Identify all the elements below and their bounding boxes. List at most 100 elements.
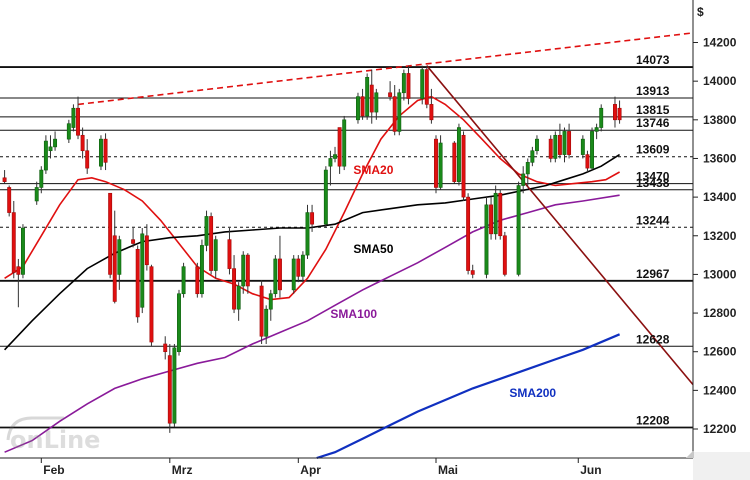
- level-label: 12628: [636, 332, 670, 346]
- candle-up: [525, 162, 530, 175]
- candle-down: [112, 235, 117, 302]
- candle-down: [470, 270, 475, 275]
- candle-down: [392, 96, 397, 132]
- candle-up: [39, 169, 44, 188]
- candle-up: [333, 154, 337, 159]
- x-tick-label: Feb: [43, 463, 64, 477]
- candle-up: [291, 258, 296, 291]
- scroll-arrow-icon[interactable]: [686, 450, 694, 458]
- candle-down: [195, 266, 200, 295]
- candle-down: [585, 154, 590, 169]
- candle-down: [424, 69, 429, 105]
- y-tick-label: 12600: [703, 345, 737, 359]
- candle-down: [567, 131, 572, 155]
- x-tick-label: Apr: [300, 463, 321, 477]
- currency-label: $: [697, 5, 704, 19]
- candle-up: [420, 69, 425, 99]
- candle-up: [273, 258, 278, 295]
- x-tick-label: Mrz: [172, 463, 193, 477]
- y-axis-ticks: 12200 12400 12600 12800 13000 13200 13400 13600…: [693, 36, 737, 436]
- level-label: 13470: [636, 170, 670, 184]
- x-axis-ticks: Feb Mrz Apr Mai Jun: [40, 458, 602, 477]
- candle-down: [360, 96, 365, 117]
- candle-up: [66, 123, 71, 140]
- candle-down: [429, 104, 434, 121]
- candle-down: [310, 212, 315, 225]
- candle-down: [434, 138, 438, 188]
- y-tick-label: 13200: [703, 229, 737, 243]
- candle-down: [16, 266, 21, 275]
- candle-down: [2, 177, 7, 182]
- level-label: 12967: [636, 267, 670, 281]
- candle-down: [617, 107, 622, 121]
- annotation-sma200: SMA200: [509, 386, 556, 400]
- candle-up: [553, 134, 558, 159]
- candle-up: [342, 119, 347, 167]
- candle-up: [328, 158, 333, 167]
- candle-up: [401, 73, 406, 94]
- candle-down: [296, 258, 301, 277]
- logo-swoosh-icon: [6, 416, 64, 441]
- candle-up: [562, 131, 567, 155]
- candle-up: [456, 127, 461, 182]
- candle-down: [227, 239, 232, 269]
- candle-up: [71, 107, 76, 128]
- candle-down: [144, 235, 149, 266]
- candle-down: [245, 254, 250, 287]
- candle-down: [80, 134, 85, 152]
- candle-down: [103, 138, 108, 163]
- candle-up: [48, 146, 53, 152]
- series-line-sma100: [4, 194, 620, 453]
- candle-down: [502, 235, 507, 275]
- y-tick-label: 13400: [703, 190, 737, 204]
- candle-up: [365, 76, 370, 117]
- candle-up: [535, 138, 539, 152]
- candle-up: [323, 169, 328, 225]
- candle-down: [76, 107, 80, 136]
- annotations: SMA20 SMA50 SMA100 SMA200: [330, 163, 556, 400]
- level-label: 13913: [636, 84, 670, 98]
- candle-up: [493, 192, 498, 235]
- candle-up: [264, 308, 269, 337]
- candle-up: [213, 239, 218, 271]
- candle-up: [268, 293, 273, 310]
- candle-down: [613, 104, 617, 121]
- y-tick-label: 14000: [703, 74, 737, 88]
- candle-down: [466, 196, 471, 271]
- y-tick-label: 13600: [703, 151, 737, 165]
- candle-up: [204, 216, 209, 246]
- candle-down: [135, 248, 140, 318]
- candle-up: [516, 185, 521, 275]
- level-label: 13438: [636, 176, 670, 190]
- candle-up: [484, 204, 489, 275]
- candle-up: [99, 138, 103, 167]
- y-tick-label: 12800: [703, 306, 737, 320]
- scrollbar-track[interactable]: [693, 452, 750, 480]
- candle-down: [85, 150, 90, 169]
- candle-down: [163, 343, 168, 353]
- candle-up: [356, 96, 360, 121]
- candle-down: [388, 92, 393, 97]
- candle-up: [53, 138, 58, 148]
- candle-down: [406, 73, 411, 99]
- candle-up: [20, 227, 25, 275]
- candle-down: [278, 258, 282, 291]
- y-tick-label: 13000: [703, 267, 737, 281]
- candle-up: [305, 212, 310, 256]
- annotation-sma100: SMA100: [330, 307, 377, 321]
- candle-up: [397, 92, 402, 132]
- level-label: 12208: [636, 413, 670, 427]
- candle-down: [209, 216, 214, 271]
- y-tick-label: 14200: [703, 36, 737, 50]
- candle-up: [117, 239, 122, 275]
- candle-up: [177, 293, 181, 353]
- candle-up: [580, 138, 585, 155]
- candles: [2, 65, 622, 433]
- candle-down: [548, 138, 553, 159]
- level-label: 14073: [636, 53, 670, 67]
- candle-up: [172, 347, 177, 424]
- candle-down: [232, 268, 237, 310]
- logo-watermark: onLine: [6, 416, 100, 454]
